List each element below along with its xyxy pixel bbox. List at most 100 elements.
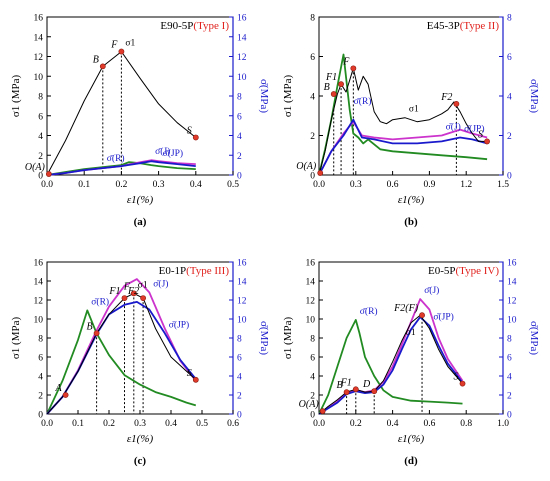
y2-tick-label: 12 — [237, 53, 247, 63]
key-point-marker — [130, 290, 137, 297]
y2-tick-label: 10 — [507, 316, 517, 326]
y-tick-label: 12 — [34, 297, 44, 307]
y-tick-label: 6 — [38, 354, 43, 364]
key-point-label: F2(F) — [393, 303, 419, 314]
y-tick-label: 0 — [310, 172, 315, 182]
y-tick-label: 2 — [38, 152, 43, 162]
x-tick-label: 0.6 — [387, 180, 399, 190]
y-tick-label: 14 — [306, 278, 316, 288]
series-label-sigma-J: σ̄(J) — [153, 278, 168, 289]
y-tick-label: 2 — [310, 132, 315, 142]
y2-tick-label: 2 — [237, 392, 242, 402]
y-tick-label: 12 — [34, 53, 44, 63]
key-point-label: B — [336, 380, 342, 391]
series-label-sigma1: σ1 — [138, 280, 148, 290]
panel-title-name: E45-3P — [427, 20, 460, 32]
x-tick-label: 0.2 — [350, 419, 362, 429]
x-tick-label: 0.5 — [227, 180, 239, 190]
panel-label: (a) — [134, 216, 147, 228]
x-axis-label: ε1(%) — [127, 194, 154, 206]
y-tick-label: 8 — [310, 335, 315, 345]
y2-tick-label: 0 — [237, 172, 242, 182]
x-tick-label: 0.3 — [134, 419, 146, 429]
panel-type-label: (Type II) — [460, 20, 500, 32]
y-tick-label: 4 — [310, 373, 315, 383]
y-tick-label: 6 — [310, 354, 315, 364]
x-tick-label: 1.5 — [497, 180, 509, 190]
y-tick-label: 16 — [34, 259, 44, 269]
x-tick-label: 0.2 — [115, 180, 127, 190]
y2-tick-label: 16 — [507, 259, 517, 269]
key-point-label: F — [110, 40, 118, 51]
y-tick-label: 2 — [310, 392, 315, 402]
y2-tick-label: 4 — [237, 373, 242, 383]
y2-tick-label: 2 — [507, 132, 512, 142]
x-tick-label: 0.6 — [423, 419, 435, 429]
x-tick-label: 0.9 — [423, 180, 435, 190]
key-point-marker — [192, 376, 199, 383]
y-tick-label: 0 — [38, 411, 43, 421]
series-label-sigma-R: σ̄(R) — [91, 296, 109, 307]
y-tick-label: 12 — [306, 297, 316, 307]
plot-frame — [46, 16, 234, 176]
key-point-marker — [350, 65, 357, 72]
series-line-sigma-JP — [318, 316, 464, 415]
y-tick-label: 0 — [38, 172, 43, 182]
y-tick-label: 8 — [38, 93, 43, 103]
x-tick-label: 0.4 — [165, 419, 177, 429]
x-axis-label: ε1(%) — [127, 433, 154, 445]
key-point-label: F1 — [325, 72, 337, 83]
series-line-sigma-R — [318, 318, 463, 415]
y-axis-label: σ1 (MPa) — [10, 317, 22, 360]
key-point-label: F1 — [340, 377, 352, 388]
key-point-marker — [118, 48, 125, 55]
y2-tick-label: 10 — [237, 73, 247, 83]
series-label-sigma-JP: σ̄(JP) — [464, 123, 484, 134]
series-line-sigma1 — [318, 67, 488, 176]
panel-title-name: E0-1P — [159, 265, 187, 277]
x-tick-label: 0.6 — [227, 419, 239, 429]
y2-tick-label: 12 — [237, 297, 247, 307]
key-point-marker — [330, 91, 337, 97]
key-point-label: F1 — [108, 286, 120, 297]
y2-axis-label: σ̄(MPa) — [258, 321, 270, 355]
y2-tick-label: 2 — [507, 392, 512, 402]
key-point-marker — [484, 138, 490, 145]
y-tick-label: 14 — [34, 278, 44, 288]
panel-title-name: E0-5P — [428, 265, 456, 277]
key-point-marker — [121, 295, 128, 301]
y-tick-label: 10 — [34, 316, 44, 326]
y2-tick-label: 16 — [237, 14, 247, 24]
panel-label: (b) — [404, 216, 418, 228]
key-point-marker — [140, 295, 146, 301]
y2-tick-label: 14 — [507, 278, 517, 288]
y-tick-label: 8 — [38, 335, 43, 345]
series-label-sigma-JP: σ̄(JP) — [433, 312, 453, 323]
panel-title: E45-3P(Type II) — [427, 20, 500, 32]
key-point-label: S — [187, 125, 192, 136]
key-point-label: F — [123, 281, 131, 292]
y2-tick-label: 6 — [507, 53, 512, 63]
y-tick-label: 4 — [310, 93, 315, 103]
y2-tick-label: 14 — [237, 33, 247, 43]
key-point-label: S — [454, 372, 459, 383]
y2-tick-label: 8 — [237, 335, 242, 345]
series-label-sigma-J: σ̄(J) — [155, 146, 170, 157]
y2-tick-label: 8 — [237, 93, 242, 103]
x-tick-label: 0.2 — [103, 419, 115, 429]
x-tick-label: 0.0 — [41, 180, 53, 190]
series-label-sigma-R: σ̄(R) — [360, 306, 378, 317]
y2-tick-label: 14 — [237, 278, 247, 288]
panel-title-name: E90-5P — [160, 20, 193, 32]
y-tick-label: 16 — [34, 14, 44, 24]
key-point-marker — [99, 63, 106, 70]
key-point-marker — [343, 389, 350, 396]
x-tick-label: 0.0 — [41, 419, 53, 429]
key-point-label: S — [187, 368, 192, 379]
panel-title: E0-1P(Type III) — [159, 265, 230, 277]
y2-axis-label: σ̄(MPa) — [258, 79, 270, 113]
y-tick-label: 10 — [306, 316, 316, 326]
panel-1: 0.0 0.1 0.2 0.3 0.4 0.50246810121416024681012… — [10, 14, 270, 229]
y2-tick-label: 0 — [507, 411, 512, 421]
